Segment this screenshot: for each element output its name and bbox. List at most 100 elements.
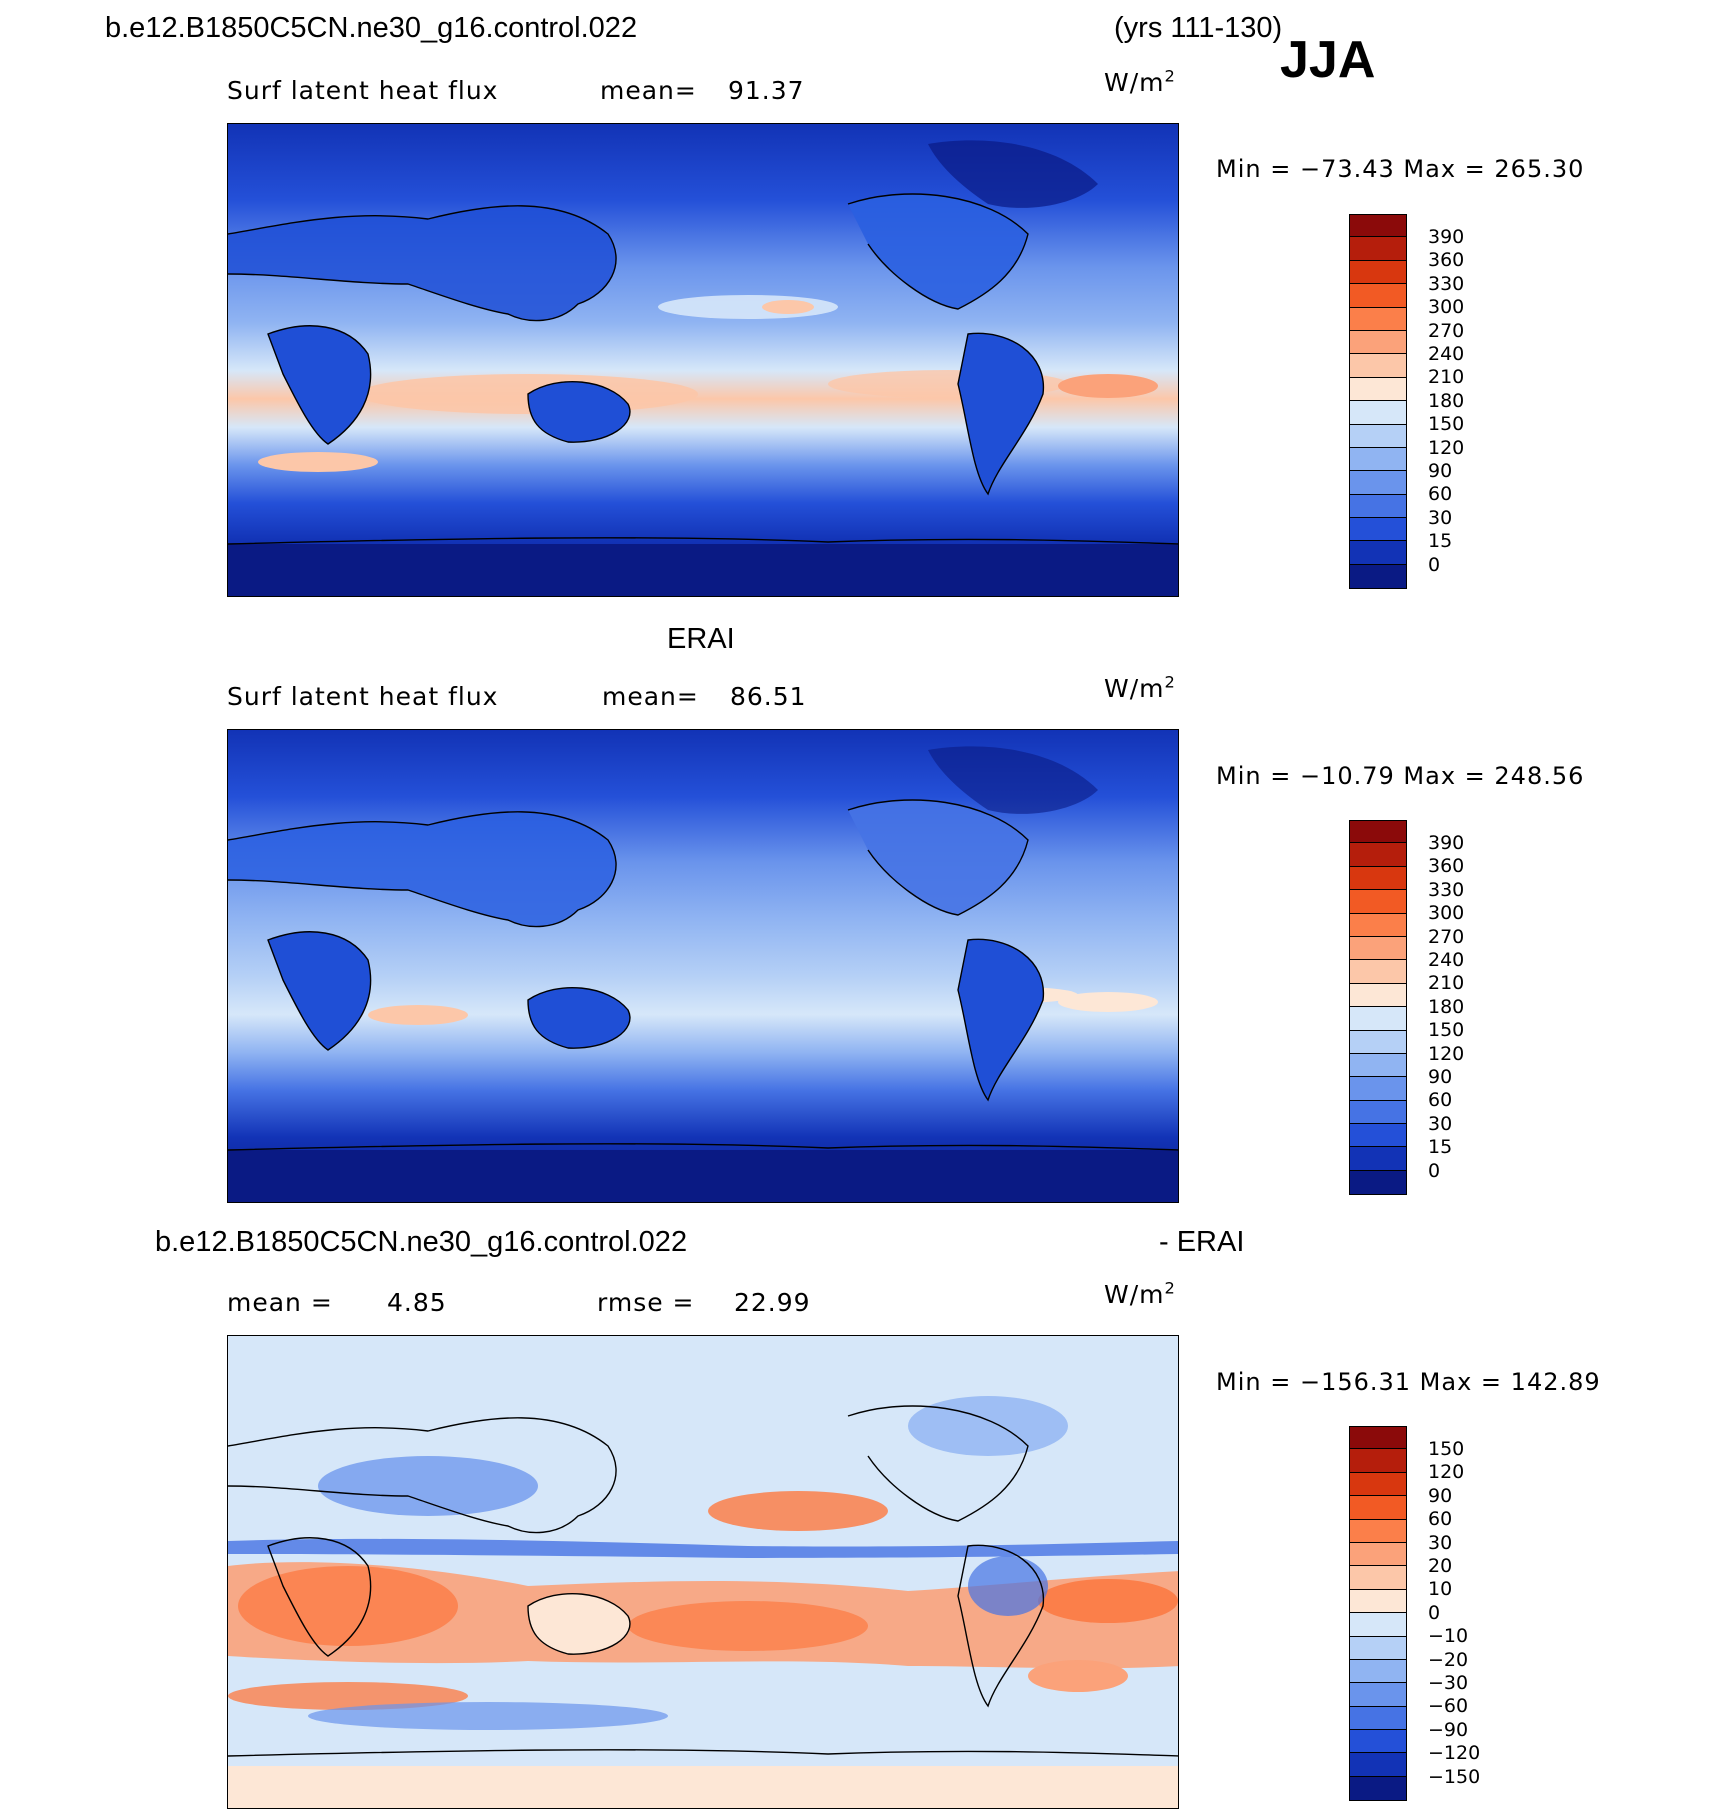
colorbar-tick-label: 0 (1428, 553, 1441, 576)
colorbar-model (1349, 214, 1407, 589)
colorbar-swatch (1349, 1100, 1407, 1125)
colorbar-swatch (1349, 471, 1407, 495)
colorbar-difference (1349, 1426, 1407, 1801)
colorbar-tick-label: 330 (1428, 878, 1465, 901)
colorbar-swatch (1349, 401, 1407, 425)
panel2-title: ERAI (667, 623, 735, 655)
panel3-minmax: Min = −156.31 Max = 142.89 (1216, 1368, 1601, 1396)
map-model (227, 123, 1179, 597)
colorbar-tick-label: 90 (1428, 460, 1453, 482)
colorbar-swatch (1349, 237, 1407, 261)
map-difference (227, 1335, 1179, 1809)
colorbar-swatch (1349, 913, 1407, 937)
panel1-field-label: Surf latent heat flux (227, 76, 499, 105)
colorbar-swatch (1349, 1124, 1407, 1148)
colorbar-tick-label: 15 (1428, 530, 1453, 553)
colorbar-tick-label: 90 (1428, 1066, 1453, 1088)
panel1-minmax: Min = −73.43 Max = 265.30 (1216, 155, 1585, 183)
panel3-rmse-value: 22.99 (734, 1288, 811, 1317)
colorbar-tick-label: −90 (1428, 1718, 1469, 1741)
colorbar-swatch (1349, 307, 1407, 331)
colorbar-swatch (1349, 1730, 1407, 1754)
colorbar-swatch (1349, 1496, 1407, 1520)
colorbar-tick-label: 30 (1428, 506, 1453, 529)
case-title: b.e12.B1850C5CN.ne30_g16.control.022 (105, 12, 638, 44)
colorbar-tick-label: 150 (1428, 413, 1465, 436)
colorbar-swatch (1349, 1472, 1407, 1497)
season-label: JJA (1280, 31, 1376, 89)
colorbar-swatch (1349, 1683, 1407, 1707)
colorbar-tick-label: 210 (1428, 366, 1465, 389)
colorbar-tick-label: 60 (1428, 483, 1453, 506)
colorbar-swatch (1349, 843, 1407, 867)
colorbar-tick-label: 60 (1428, 1089, 1453, 1112)
panel3-rmse-label: rmse = (597, 1288, 695, 1317)
colorbar-tick-label: 120 (1428, 1461, 1465, 1484)
colorbar-tick-label: 60 (1428, 1508, 1453, 1531)
colorbar-tick-label: 180 (1428, 389, 1465, 412)
colorbar-tick-label: 390 (1428, 832, 1465, 854)
colorbar-swatch (1349, 936, 1407, 961)
colorbar-swatch (1349, 354, 1407, 378)
colorbar-tick-label: 10 (1428, 1578, 1453, 1601)
colorbar-tick-label: 180 (1428, 995, 1465, 1018)
colorbar-swatch (1349, 424, 1407, 448)
colorbar-swatch (1349, 284, 1407, 308)
colorbar-erai (1349, 820, 1407, 1195)
colorbar-swatch (1349, 1519, 1407, 1543)
panel3-title-right: - ERAI (1159, 1226, 1245, 1258)
panel3-mean-label: mean = (227, 1288, 333, 1317)
colorbar-swatch (1349, 1030, 1407, 1054)
colorbar-tick-label: −30 (1428, 1672, 1469, 1694)
colorbar-swatch (1349, 1706, 1407, 1731)
colorbar-swatch (1349, 1566, 1407, 1590)
panel2-mean-label: mean= (602, 682, 699, 711)
colorbar-swatch (1349, 1007, 1407, 1031)
panel1-mean-value: 91.37 (728, 76, 805, 105)
colorbar-swatch (1349, 1170, 1407, 1195)
colorbar-tick-label: 0 (1428, 1601, 1441, 1624)
colorbar-tick-label: 210 (1428, 972, 1465, 995)
colorbar-tick-label: −120 (1428, 1742, 1481, 1765)
years-label: (yrs 111-130) (1114, 12, 1283, 44)
colorbar-tick-label: 15 (1428, 1136, 1453, 1159)
map-erai (227, 729, 1179, 1203)
colorbar-swatch (1349, 890, 1407, 914)
colorbar-swatch (1349, 494, 1407, 519)
colorbar-tick-label: 150 (1428, 1438, 1465, 1460)
colorbar-tick-label: 300 (1428, 902, 1465, 925)
colorbar-tick-label: −20 (1428, 1648, 1469, 1671)
colorbar-swatch (1349, 260, 1407, 285)
colorbar-swatch (1349, 377, 1407, 402)
colorbar-swatch (1349, 1147, 1407, 1171)
colorbar-swatch (1349, 1659, 1407, 1684)
colorbar-swatch (1349, 541, 1407, 565)
colorbar-swatch (1349, 1636, 1407, 1660)
panel3-mean-value: 4.85 (387, 1288, 447, 1317)
colorbar-swatch (1349, 1053, 1407, 1078)
colorbar-tick-label: −10 (1428, 1625, 1469, 1648)
colorbar-tick-label: 240 (1428, 949, 1465, 971)
colorbar-tick-label: 240 (1428, 343, 1465, 365)
colorbar-swatch (1349, 1426, 1407, 1450)
colorbar-swatch (1349, 518, 1407, 542)
colorbar-swatch (1349, 1613, 1407, 1637)
colorbar-tick-label: 30 (1428, 1112, 1453, 1135)
colorbar-swatch (1349, 330, 1407, 355)
colorbar-tick-label: 390 (1428, 226, 1465, 248)
panel2-mean-value: 86.51 (730, 682, 807, 711)
colorbar-tick-label: 120 (1428, 1042, 1465, 1065)
colorbar-swatch (1349, 214, 1407, 238)
colorbar-swatch (1349, 1077, 1407, 1101)
panel1-mean-label: mean= (600, 76, 697, 105)
panel1-units: W/m2 (1104, 66, 1176, 97)
colorbar-swatch (1349, 960, 1407, 984)
colorbar-swatch (1349, 983, 1407, 1008)
colorbar-tick-label: 20 (1428, 1555, 1453, 1577)
colorbar-tick-label: 270 (1428, 925, 1465, 948)
panel2-field-label: Surf latent heat flux (227, 682, 499, 711)
panel3-units: W/m2 (1104, 1278, 1176, 1309)
colorbar-tick-label: 90 (1428, 1484, 1453, 1507)
colorbar-tick-label: −150 (1428, 1765, 1481, 1788)
colorbar-tick-label: 360 (1428, 249, 1465, 272)
